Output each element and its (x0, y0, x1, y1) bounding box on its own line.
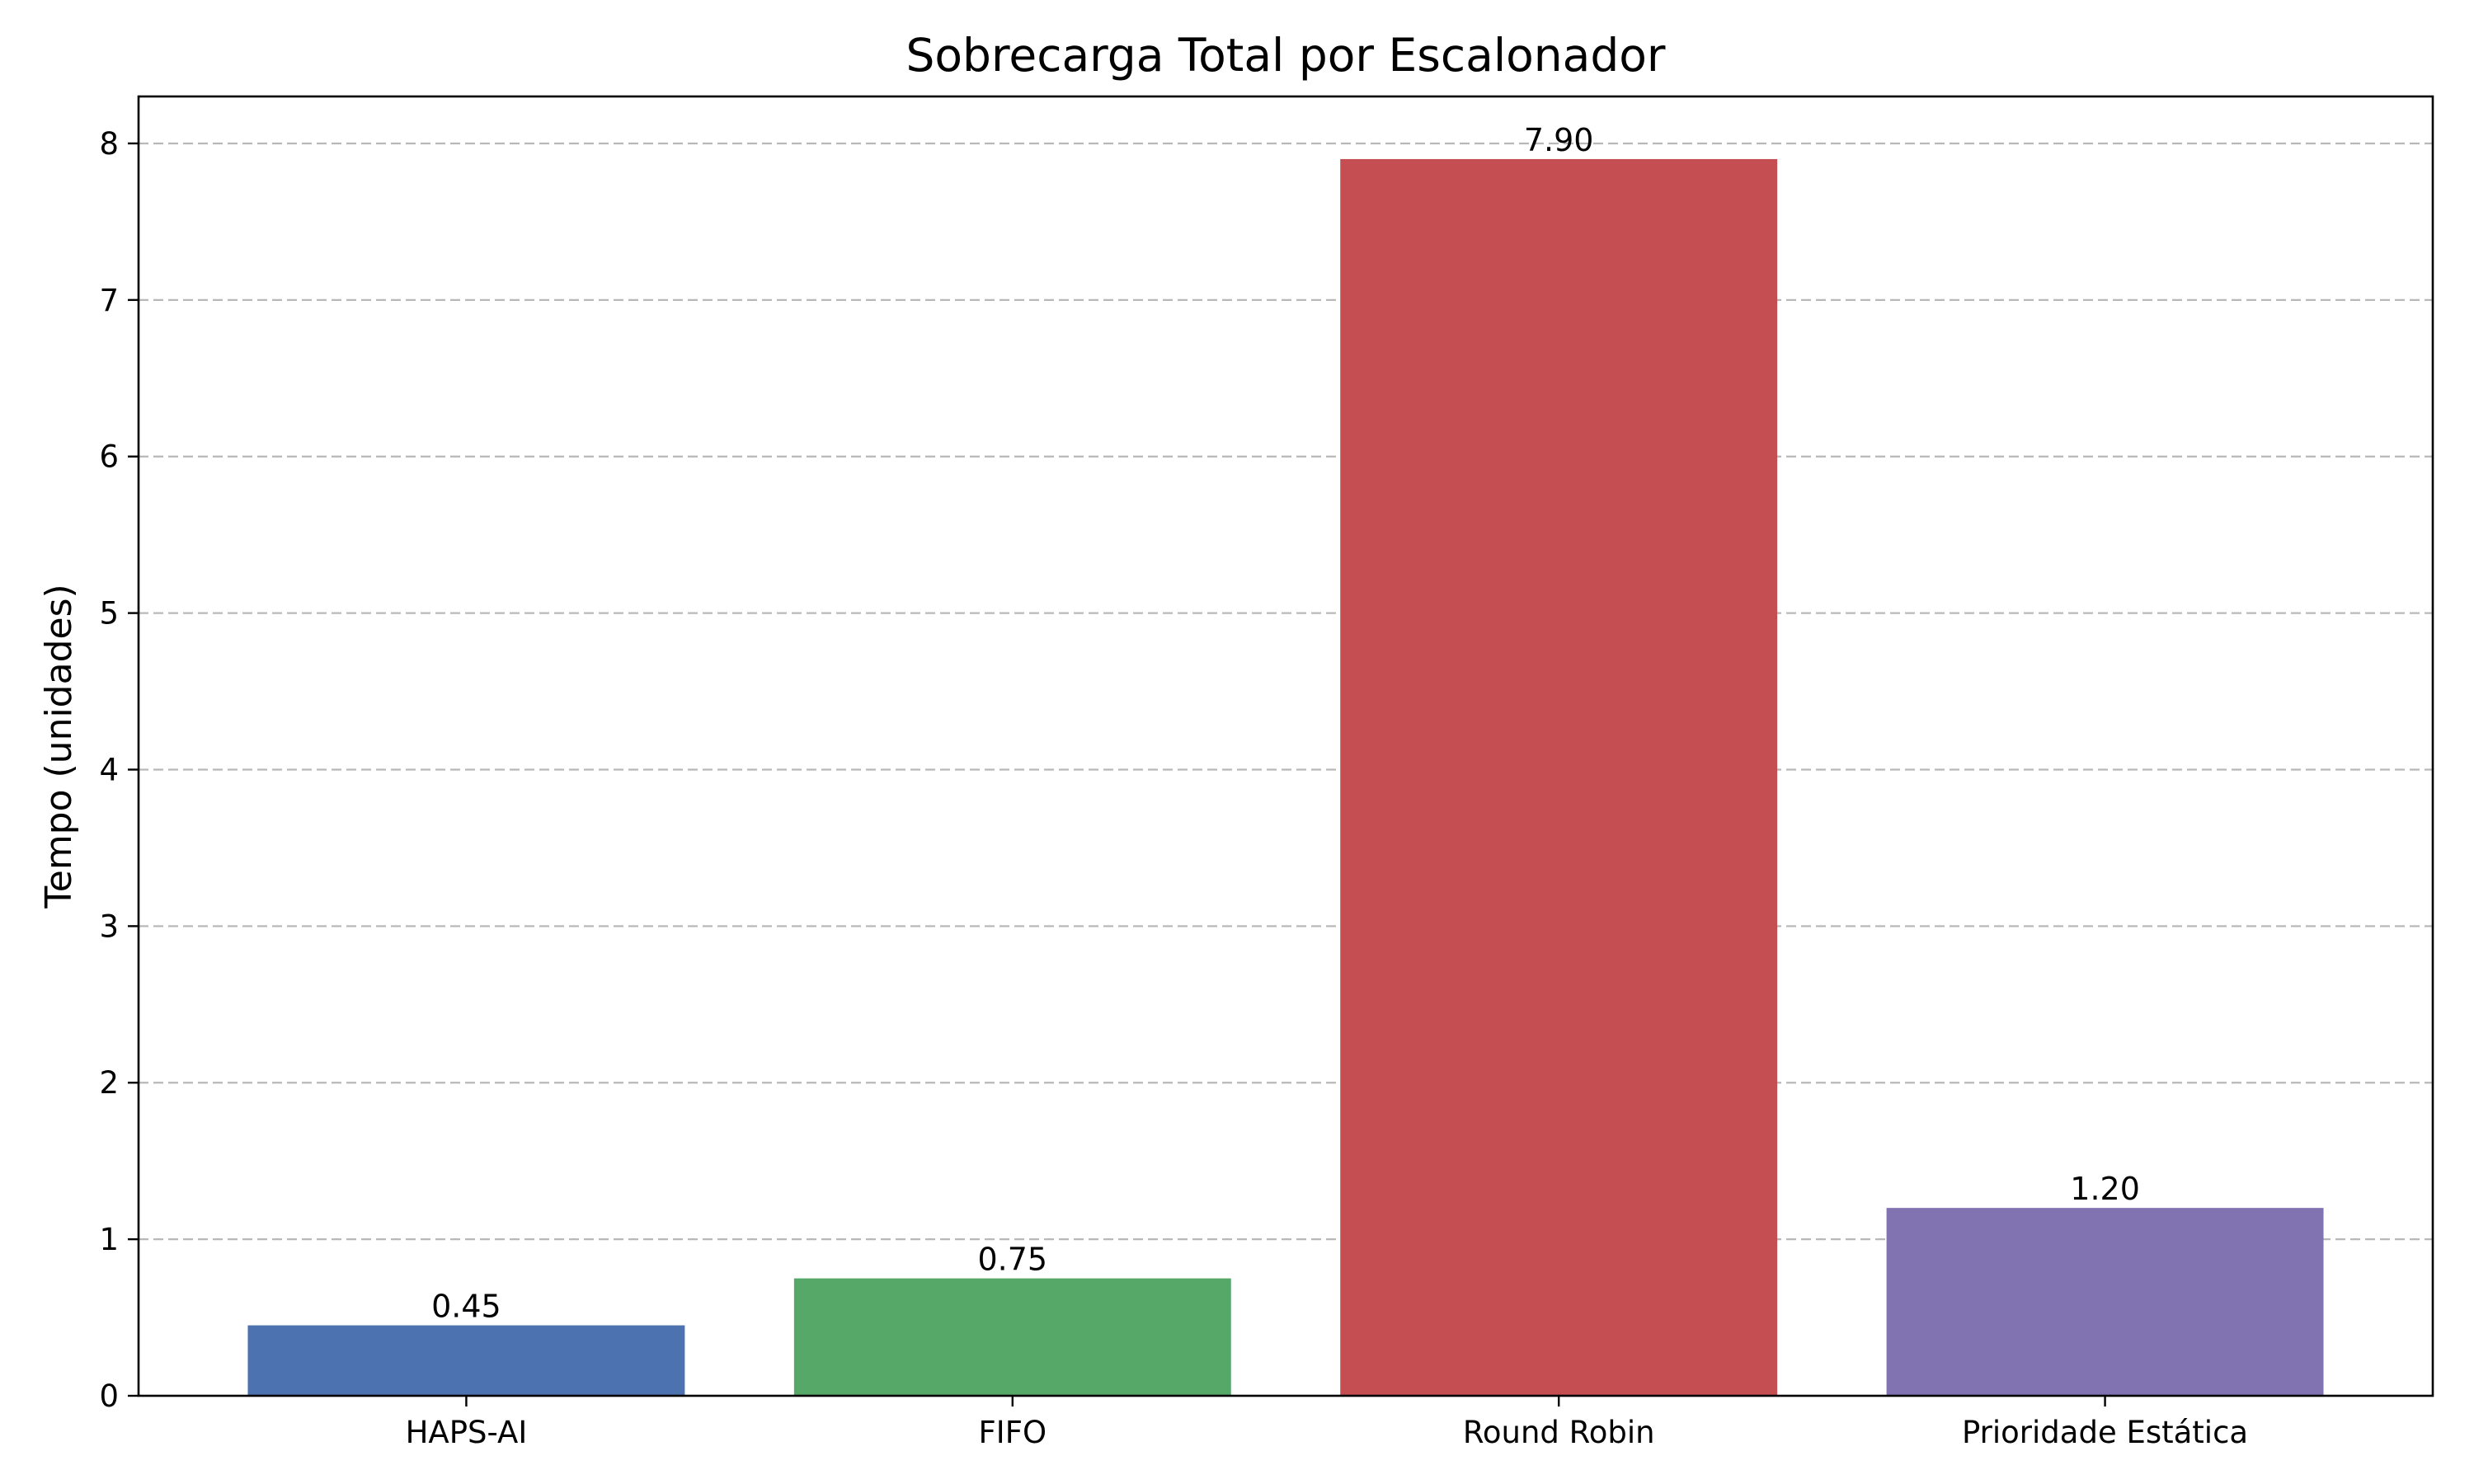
bar-value-labels: 0.45 0.75 7.90 1.20 (431, 122, 2140, 1325)
bar-value-label: 0.45 (431, 1289, 501, 1325)
y-tick-label: 8 (99, 126, 119, 162)
bar-value-label: 0.75 (978, 1242, 1048, 1278)
y-tick-label: 1 (99, 1222, 119, 1257)
y-tick-label: 3 (99, 909, 119, 944)
grid-lines (139, 142, 2433, 1241)
x-axis-ticks: HAPS-AI FIFO Round Robin Prioridade Estátic… (406, 1396, 2248, 1450)
bars (247, 158, 2324, 1397)
y-axis-label: Tempo (unidades) (38, 584, 80, 909)
y-tick-label: 0 (99, 1378, 119, 1414)
x-tick-label: Round Robin (1463, 1415, 1655, 1450)
chart-title: Sobrecarga Total por Escalonador (905, 29, 1665, 82)
y-tick-label: 6 (99, 439, 119, 475)
bar (793, 1278, 1231, 1396)
y-tick-label: 5 (99, 596, 119, 632)
plot-frame (137, 95, 2434, 1397)
x-tick-label: HAPS-AI (406, 1415, 528, 1450)
bar (247, 1325, 685, 1396)
x-tick-label: Prioridade Estática (1962, 1415, 2248, 1450)
y-tick-label: 2 (99, 1065, 119, 1101)
bar-value-label: 1.20 (2070, 1171, 2140, 1207)
y-tick-label: 4 (99, 752, 119, 787)
bar (1886, 1208, 2324, 1396)
x-tick-label: FIFO (979, 1415, 1047, 1450)
bar-value-label: 7.90 (1524, 122, 1594, 158)
y-tick-label: 7 (99, 283, 119, 318)
bar (1340, 158, 1778, 1397)
y-axis-ticks: 0 1 2 3 4 5 6 7 8 (99, 126, 139, 1414)
